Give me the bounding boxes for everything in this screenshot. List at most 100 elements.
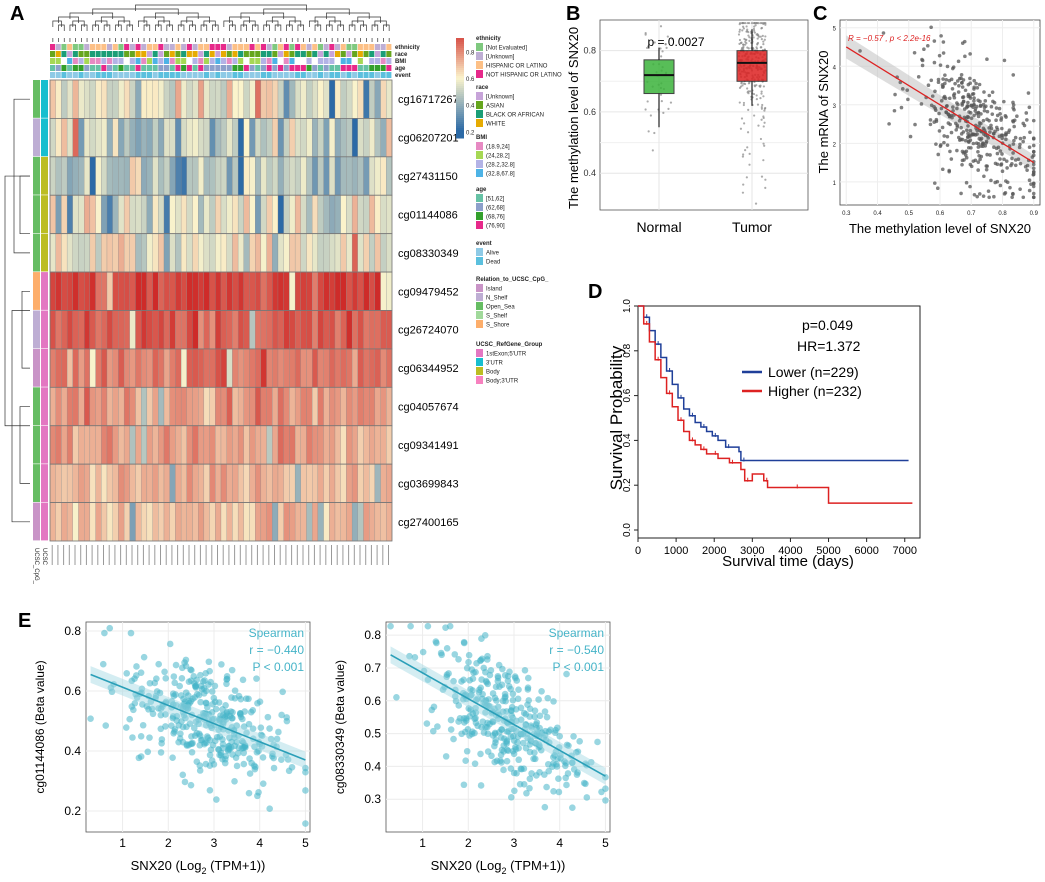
- jitter-point: [741, 155, 745, 158]
- scatter-point: [471, 760, 479, 767]
- colorbar-step: [456, 54, 464, 57]
- scatter-point: [186, 720, 194, 728]
- scatter-point: [208, 688, 216, 695]
- heatmap-cell: [243, 79, 250, 119]
- annotation-cell-ethnicity: [101, 44, 107, 50]
- dendrogram-branch: [274, 24, 282, 31]
- heatmap-cell: [340, 348, 347, 388]
- scatter-point: [995, 162, 1000, 167]
- row-annotation-refgene: [41, 233, 48, 272]
- colorbar-step: [456, 86, 464, 89]
- jitter-point: [762, 125, 765, 128]
- scatter-point: [233, 762, 241, 770]
- scatter-point: [550, 753, 557, 761]
- scatter-point: [952, 95, 957, 100]
- heatmap-cell: [380, 233, 387, 273]
- scatter-point: [187, 781, 195, 789]
- annotation-cell-event: [369, 72, 375, 78]
- scatter-point: [908, 134, 913, 139]
- scatter-point: [939, 106, 944, 111]
- annotation-cell-race: [323, 51, 329, 57]
- dendrogram-branch: [4, 175, 30, 427]
- heatmap-cell: [283, 271, 290, 311]
- scatter-point: [1027, 178, 1032, 183]
- heatmap-cell: [66, 464, 73, 503]
- annotation-cell-event: [260, 72, 266, 78]
- scatter-point: [975, 104, 979, 109]
- box-normal: [643, 59, 675, 95]
- heatmap-cell: [312, 271, 319, 311]
- heatmap-cell: [255, 502, 262, 542]
- legend-swatch: [476, 70, 483, 78]
- x-tick-label: 0.5: [905, 211, 914, 217]
- legend-item: S_Shore: [486, 323, 510, 329]
- plot-frame: [637, 305, 921, 539]
- scatter-point: [185, 741, 193, 749]
- heatmap-cell: [329, 233, 336, 273]
- heatmap-cell: [237, 156, 244, 196]
- scatter-point: [949, 77, 954, 82]
- heatmap-cell: [123, 425, 130, 465]
- jitter-point: [742, 45, 745, 48]
- sample-label-mark: [228, 545, 230, 565]
- scatter-point: [1031, 172, 1036, 177]
- heatmap-cell: [95, 464, 102, 503]
- heatmap-cell: [146, 195, 153, 234]
- jitter-point: [755, 84, 758, 87]
- jitter-point: [651, 149, 654, 152]
- heatmap-cell: [317, 502, 324, 542]
- sample-label-mark: [268, 545, 270, 565]
- heatmap-cell: [123, 387, 130, 426]
- y-axis-label: The mRNA of SNX20: [816, 51, 831, 174]
- jitter-point: [745, 176, 748, 179]
- scatter-point: [451, 651, 459, 658]
- heatmap-cell: [49, 348, 56, 388]
- scatter-point: [960, 81, 964, 85]
- dendrogram-branch: [186, 16, 210, 23]
- scatter-point: [994, 146, 999, 151]
- scatter-point: [930, 94, 935, 98]
- annotation-cell-event: [335, 72, 341, 78]
- scatter-point: [447, 726, 455, 733]
- dendrogram-branch: [138, 20, 148, 27]
- jitter-point: [754, 202, 758, 205]
- scatter-point: [517, 730, 525, 737]
- scatter-point: [273, 735, 281, 743]
- scatter-point: [932, 60, 937, 65]
- heatmap-cell: [255, 310, 262, 350]
- scatter-point: [220, 711, 227, 719]
- dendrogram-branch: [143, 16, 165, 23]
- heatmap-cell: [198, 195, 205, 234]
- dendrogram-branch: [11, 310, 30, 523]
- heatmap-cell: [123, 118, 130, 157]
- scatter-point: [442, 624, 449, 631]
- scatter-point: [985, 152, 989, 157]
- scatter-point: [228, 666, 236, 674]
- annotation-cell-ethnicity: [135, 44, 141, 50]
- annotation-cell-ethnicity: [221, 44, 227, 50]
- x-tick-label: 4: [556, 836, 563, 850]
- scatter-point: [532, 740, 540, 747]
- legend-swatch: [476, 169, 483, 177]
- annotation-cell-event: [146, 72, 152, 78]
- annotation-cell-age: [329, 65, 335, 71]
- panel-label-c: C: [813, 3, 827, 25]
- scatter-point: [512, 705, 520, 713]
- dendrogram-branch: [314, 24, 322, 31]
- heatmap-cell: [386, 195, 393, 234]
- heatmap-cell: [283, 310, 290, 350]
- annotation-cell-event: [141, 72, 147, 78]
- heatmap-cell: [135, 195, 142, 234]
- heatmap-cell: [169, 233, 176, 273]
- scatter-point: [1031, 191, 1036, 196]
- scatter-point: [905, 88, 910, 92]
- heatmap-cell: [369, 271, 376, 311]
- heatmap-cell: [163, 271, 170, 311]
- colorbar-step: [456, 96, 464, 99]
- hr-annotation: HR=1.372: [797, 338, 861, 354]
- annotation-cell-event: [221, 72, 227, 78]
- heatmap-cell: [89, 118, 96, 157]
- scatter-point: [960, 158, 965, 163]
- x-tick-label: 4000: [778, 545, 802, 557]
- scatter-point: [994, 118, 998, 122]
